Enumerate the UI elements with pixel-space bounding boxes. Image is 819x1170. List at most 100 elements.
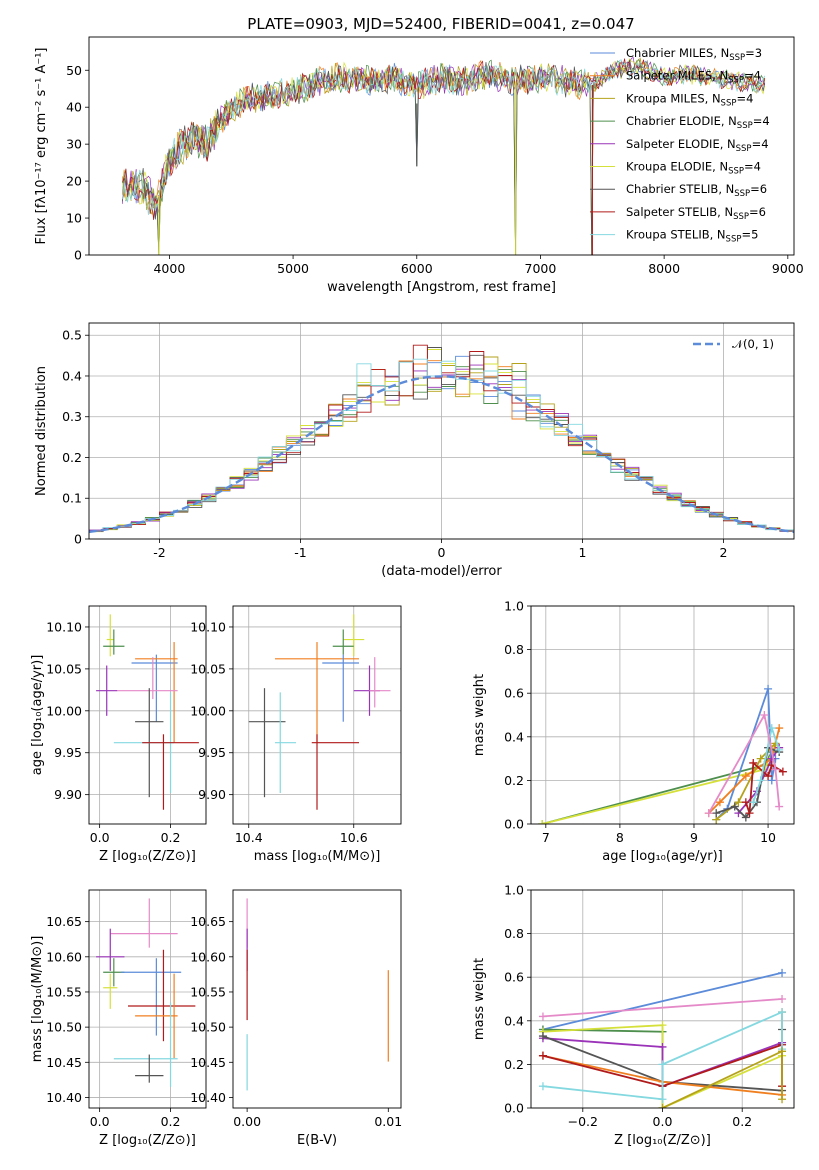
- y-tick-label: 9.90: [198, 787, 226, 802]
- normal-curve: [89, 375, 794, 534]
- plus-marker: [767, 724, 776, 733]
- y-tick-label: 10.60: [46, 949, 82, 964]
- y-tick-label: 10.40: [46, 1090, 82, 1105]
- legend-tail: =5: [741, 228, 758, 242]
- legend-sub: SSP: [728, 167, 744, 177]
- x-tick-label: 0.2: [161, 830, 181, 845]
- spectrum-line-chabrier-elodie: [122, 58, 766, 255]
- plot-area: [246, 898, 389, 1091]
- y-tick-label: 0.8: [504, 926, 524, 941]
- legend-sub: SSP: [736, 144, 752, 154]
- y-tick-label: 10.50: [46, 1020, 82, 1035]
- axes: -2 -1 0 1 2 0 0.1 0.2 0.3 0.4 0.5 (data-model)/erro…: [34, 322, 795, 579]
- plus-marker: [745, 809, 754, 818]
- spectrum-line-kroupa-stelib: [122, 59, 766, 216]
- x-tick-label: 10: [760, 830, 776, 845]
- axes-frame: [88, 322, 795, 540]
- x-tick-label: 7: [542, 830, 550, 845]
- plus-marker: [775, 802, 784, 811]
- plus-marker: [756, 754, 765, 763]
- y-tick-label: 0.8: [504, 642, 524, 657]
- axes: 0.0 0.2 10.40 10.45 10.50 10.55 10.60 10.65 Z [l…: [30, 889, 207, 1148]
- x-tick-label: 8000: [648, 261, 680, 276]
- legend-label: Salpeter ELODIE, NSSP=4: [626, 137, 769, 154]
- x-tick-label: −0.2: [568, 1114, 598, 1129]
- legend-sub: SSP: [728, 76, 744, 86]
- axes: 0.00 0.01 10.40 10.45 10.50 10.55 10.60 10.65 E(…: [190, 889, 402, 1148]
- y-tick-label: 0.4: [504, 1013, 524, 1028]
- y-tick-label: 0.2: [504, 773, 524, 788]
- axes-frame: [232, 889, 402, 1109]
- axes: 7 8 9 10 0.0 0.2 0.4 0.6 0.8 1.0 age [log₁₀(age/yr…: [472, 599, 795, 864]
- y-axis-label: Flux [fλ10⁻¹⁷ erg cm⁻² s⁻¹ A⁻¹]: [34, 48, 49, 245]
- x-axis-label: (data-model)/error: [381, 564, 502, 579]
- legend-tail: =3: [745, 46, 762, 60]
- y-tick-label: 0.6: [504, 970, 524, 985]
- plus-marker: [538, 1032, 547, 1041]
- y-tick-label: 10.05: [46, 661, 82, 676]
- plus-marker: [764, 684, 773, 693]
- x-tick-label: 1: [579, 545, 587, 560]
- plus-marker: [760, 711, 769, 719]
- x-tick-label: 0: [438, 545, 446, 560]
- y-tick-label: 0: [74, 248, 82, 263]
- y-axis-label: age [log₁₀(age/yr)]: [30, 655, 45, 776]
- legend-tail: =4: [744, 160, 761, 174]
- y-tick-label: 0.2: [62, 450, 82, 465]
- y-tick-label: 10.00: [46, 703, 82, 718]
- plot-area: [538, 684, 787, 824]
- plus-marker: [658, 1042, 667, 1051]
- plus-marker: [538, 820, 547, 824]
- x-tick-label: 0.0: [653, 1114, 673, 1129]
- mass-vs-metallicity-panel: 0.0 0.2 10.40 10.45 10.50 10.55 10.60 10.65 Z [l…: [30, 889, 207, 1148]
- x-tick-label: 4000: [153, 261, 185, 276]
- y-tick-label: 0.2: [504, 1057, 524, 1072]
- x-tick-label: -1: [294, 545, 306, 560]
- legend-sub: SSP: [733, 212, 749, 222]
- plot-area: [248, 614, 391, 810]
- y-tick-label: 10.60: [190, 949, 226, 964]
- y-tick-label: 0.1: [62, 491, 82, 506]
- y-tick-label: 9.95: [54, 745, 82, 760]
- residual-histogram-panel: -2 -1 0 1 2 0 0.1 0.2 0.3 0.4 0.5 (data-model)/erro…: [34, 322, 795, 579]
- axes-frame: [88, 605, 207, 825]
- weight-line: [542, 998, 783, 1018]
- plus-marker: [778, 1095, 787, 1104]
- y-tick-label: 0.4: [504, 729, 524, 744]
- x-tick-label: 9000: [772, 261, 804, 276]
- legend-tail: =6: [750, 182, 767, 196]
- axes-frame: [88, 36, 795, 256]
- x-axis-label: Z [log₁₀(Z/Z⊙)]: [99, 849, 196, 864]
- plus-marker: [741, 798, 750, 807]
- axes: 4000 5000 6000 7000 8000 9000 0 10 20 30 40 50 wavel…: [34, 36, 804, 295]
- y-tick-label: 9.95: [198, 745, 226, 760]
- legend-label: Chabrier ELODIE, NSSP=4: [626, 114, 770, 131]
- x-tick-label: 0.2: [732, 1114, 752, 1129]
- legend-name: Chabrier MILES, N: [626, 46, 729, 60]
- y-tick-label: 0.5: [62, 328, 82, 343]
- y-tick-label: 1.0: [504, 599, 524, 614]
- x-axis-label: wavelength [Angstrom, rest frame]: [327, 280, 556, 295]
- x-axis-label: E(B-V): [297, 1133, 337, 1148]
- x-axis-label: mass [log₁₀(M/M⊙)]: [254, 849, 381, 864]
- plus-marker: [778, 968, 787, 977]
- legend-label: Salpeter MILES, NSSP=4: [626, 69, 761, 86]
- age-vs-metallicity-panel: 0.0 0.2 9.90 9.95 10.00 10.05 10.10 Z [log₁₀(Z/…: [30, 605, 207, 864]
- mass-vs-extinction-panel: 0.00 0.01 10.40 10.45 10.50 10.55 10.60 10.65 E(…: [190, 889, 402, 1148]
- plus-marker: [749, 798, 758, 807]
- y-tick-label: 30: [66, 137, 82, 152]
- plus-marker: [538, 1082, 547, 1091]
- legend-label: Kroupa MILES, NSSP=4: [626, 91, 753, 108]
- y-tick-label: 0: [74, 532, 82, 547]
- x-tick-label: 6000: [401, 261, 433, 276]
- weight-line: [708, 712, 781, 814]
- plot-area: [122, 56, 766, 255]
- y-tick-label: 50: [66, 63, 82, 78]
- x-axis-label: Z [log₁₀(Z/Z⊙)]: [614, 1133, 711, 1148]
- plus-marker: [538, 1051, 547, 1060]
- plus-marker: [658, 1021, 667, 1030]
- plus-marker: [764, 772, 773, 781]
- legend-name: Chabrier ELODIE, N: [626, 114, 737, 128]
- histogram-chabrier-elodie: [89, 366, 794, 531]
